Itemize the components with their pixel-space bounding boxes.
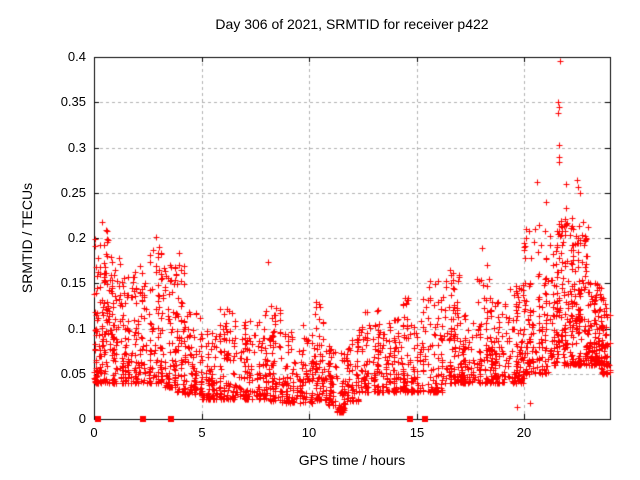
y-tick-label: 0.15 (60, 275, 86, 290)
x-axis-title: GPS time / hours (298, 452, 406, 468)
y-tick-label: 0.4 (67, 49, 86, 64)
y-tick-label: 0 (78, 411, 86, 426)
y-tick-label: 0.05 (60, 366, 86, 381)
y-tick-label: 0.35 (60, 94, 86, 109)
y-tick-label: 0.3 (67, 140, 86, 155)
x-tick-label: 0 (90, 425, 98, 440)
x-tick-label: 10 (301, 425, 317, 440)
y-tick-label: 0.2 (67, 230, 86, 245)
x-tick-label: 20 (516, 425, 532, 440)
x-tick-label: 5 (198, 425, 206, 440)
y-tick-label: 0.25 (60, 185, 86, 200)
chart-title: Day 306 of 2021, SRMTID for receiver p42… (215, 16, 489, 32)
y-tick-label: 0.1 (67, 321, 86, 336)
x-tick-label: 15 (409, 425, 425, 440)
